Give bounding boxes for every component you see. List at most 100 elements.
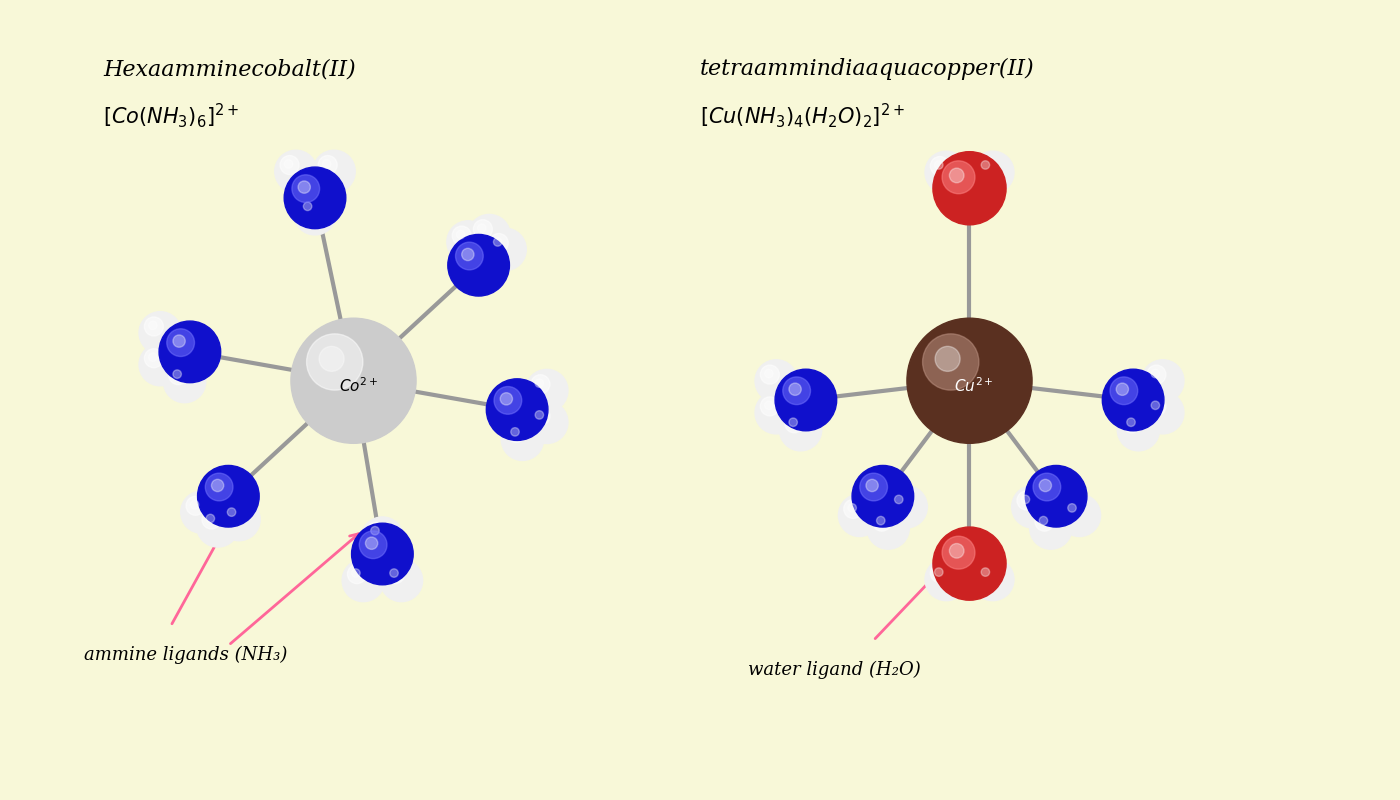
Circle shape <box>939 166 962 190</box>
Circle shape <box>312 150 356 193</box>
Circle shape <box>375 532 398 555</box>
Circle shape <box>326 165 350 188</box>
Circle shape <box>197 466 259 527</box>
Circle shape <box>525 370 568 412</box>
Circle shape <box>1116 383 1128 395</box>
Circle shape <box>196 505 239 547</box>
Circle shape <box>867 507 910 549</box>
Circle shape <box>956 553 997 593</box>
Circle shape <box>181 491 223 534</box>
Circle shape <box>769 374 792 398</box>
Circle shape <box>1151 401 1159 410</box>
Circle shape <box>500 393 512 405</box>
Circle shape <box>1141 360 1184 402</box>
Circle shape <box>949 168 965 182</box>
Circle shape <box>153 326 176 350</box>
Circle shape <box>895 495 903 504</box>
Circle shape <box>890 491 910 510</box>
Circle shape <box>223 504 242 522</box>
Circle shape <box>322 160 330 168</box>
Circle shape <box>848 504 857 512</box>
Circle shape <box>494 386 522 414</box>
Circle shape <box>332 362 400 430</box>
Circle shape <box>139 312 182 354</box>
Circle shape <box>885 486 927 528</box>
Circle shape <box>780 409 822 451</box>
Circle shape <box>501 418 543 461</box>
Circle shape <box>304 189 339 222</box>
Circle shape <box>1033 473 1061 501</box>
Circle shape <box>300 198 318 217</box>
Circle shape <box>1064 499 1082 518</box>
Circle shape <box>365 537 378 550</box>
Circle shape <box>211 479 224 492</box>
Circle shape <box>755 391 798 434</box>
Circle shape <box>456 230 465 238</box>
Circle shape <box>535 410 543 419</box>
Circle shape <box>981 161 990 169</box>
Circle shape <box>935 161 944 169</box>
Circle shape <box>931 157 949 175</box>
Circle shape <box>342 559 385 602</box>
Circle shape <box>853 509 875 532</box>
Circle shape <box>291 318 416 443</box>
Circle shape <box>356 574 379 598</box>
Circle shape <box>148 321 157 330</box>
Circle shape <box>1068 504 1077 512</box>
Circle shape <box>860 473 888 501</box>
Circle shape <box>981 568 990 576</box>
Circle shape <box>280 155 300 174</box>
Circle shape <box>174 370 182 378</box>
Circle shape <box>448 234 510 296</box>
Circle shape <box>462 248 475 261</box>
Circle shape <box>288 165 312 188</box>
Circle shape <box>307 334 363 390</box>
Circle shape <box>190 501 199 509</box>
Circle shape <box>202 510 221 529</box>
Circle shape <box>455 242 483 270</box>
Circle shape <box>942 536 974 569</box>
Circle shape <box>907 318 1032 443</box>
Circle shape <box>148 353 157 362</box>
Circle shape <box>447 221 489 263</box>
Circle shape <box>1131 423 1154 446</box>
Circle shape <box>274 150 318 193</box>
Circle shape <box>972 558 1014 601</box>
Circle shape <box>1123 390 1156 425</box>
Circle shape <box>1016 491 1036 510</box>
Circle shape <box>1141 391 1184 434</box>
Circle shape <box>948 362 1016 430</box>
Circle shape <box>939 573 962 597</box>
Circle shape <box>227 508 235 516</box>
Circle shape <box>319 346 344 371</box>
Text: $Cu^{2+}$: $Cu^{2+}$ <box>955 376 994 395</box>
Text: water ligand (H₂O): water ligand (H₂O) <box>748 660 921 678</box>
Circle shape <box>784 414 804 433</box>
Circle shape <box>1117 409 1159 451</box>
Circle shape <box>511 428 519 436</box>
Circle shape <box>932 527 1007 600</box>
Circle shape <box>351 523 413 585</box>
Circle shape <box>923 334 979 390</box>
Circle shape <box>1025 501 1049 524</box>
Circle shape <box>482 230 505 253</box>
Circle shape <box>881 522 904 545</box>
Circle shape <box>484 228 526 270</box>
Circle shape <box>293 174 319 202</box>
Circle shape <box>186 496 204 515</box>
Circle shape <box>178 375 200 398</box>
Circle shape <box>515 433 538 456</box>
Text: $[Co(NH_3)_6]^{2+}$: $[Co(NH_3)_6]^{2+}$ <box>104 102 239 130</box>
Circle shape <box>956 178 997 218</box>
Circle shape <box>977 564 995 582</box>
Circle shape <box>164 360 206 402</box>
Circle shape <box>769 406 792 430</box>
Circle shape <box>760 365 780 384</box>
Circle shape <box>872 487 906 521</box>
Circle shape <box>284 160 293 168</box>
Circle shape <box>1046 487 1079 521</box>
Circle shape <box>206 514 214 522</box>
Circle shape <box>531 406 550 426</box>
Circle shape <box>493 238 503 246</box>
Circle shape <box>795 390 829 425</box>
